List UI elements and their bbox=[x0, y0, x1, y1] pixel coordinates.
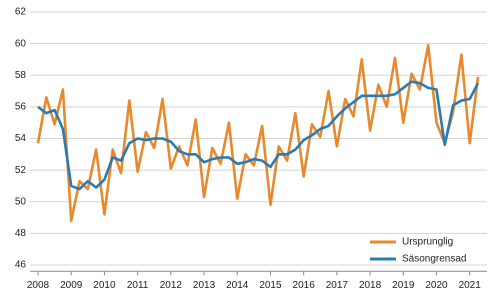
y-tick-label: 54 bbox=[15, 133, 27, 144]
y-tick-label: 46 bbox=[15, 260, 27, 271]
x-tick-label: 2014 bbox=[226, 280, 249, 291]
y-tick-label: 56 bbox=[15, 102, 27, 113]
legend-label: Ursprunglig bbox=[402, 237, 453, 248]
x-tick-label: 2019 bbox=[392, 280, 415, 291]
x-tick-label: 2009 bbox=[60, 280, 83, 291]
x-tick-label: 2016 bbox=[293, 280, 316, 291]
y-tick-label: 52 bbox=[15, 165, 27, 176]
x-tick-label: 2017 bbox=[326, 280, 349, 291]
x-tick-label: 2015 bbox=[259, 280, 282, 291]
y-tick-label: 50 bbox=[15, 196, 27, 207]
y-tick-label: 60 bbox=[15, 38, 27, 49]
legend-label: Säsongrensad bbox=[402, 254, 467, 265]
x-tick-label: 2013 bbox=[193, 280, 216, 291]
x-tick-label: 2020 bbox=[425, 280, 448, 291]
x-tick-label: 2018 bbox=[359, 280, 382, 291]
x-tick-label: 2011 bbox=[127, 280, 149, 291]
y-tick-label: 62 bbox=[15, 7, 27, 18]
y-tick-label: 58 bbox=[15, 70, 27, 81]
series-line bbox=[37, 80, 480, 191]
x-tick-label: 2012 bbox=[160, 280, 183, 291]
y-tick-label: 48 bbox=[15, 228, 27, 239]
x-tick-label: 2008 bbox=[27, 280, 50, 291]
series-line bbox=[36, 43, 480, 223]
x-tick-label: 2010 bbox=[93, 280, 116, 291]
x-tick-label: 2021 bbox=[459, 280, 482, 291]
